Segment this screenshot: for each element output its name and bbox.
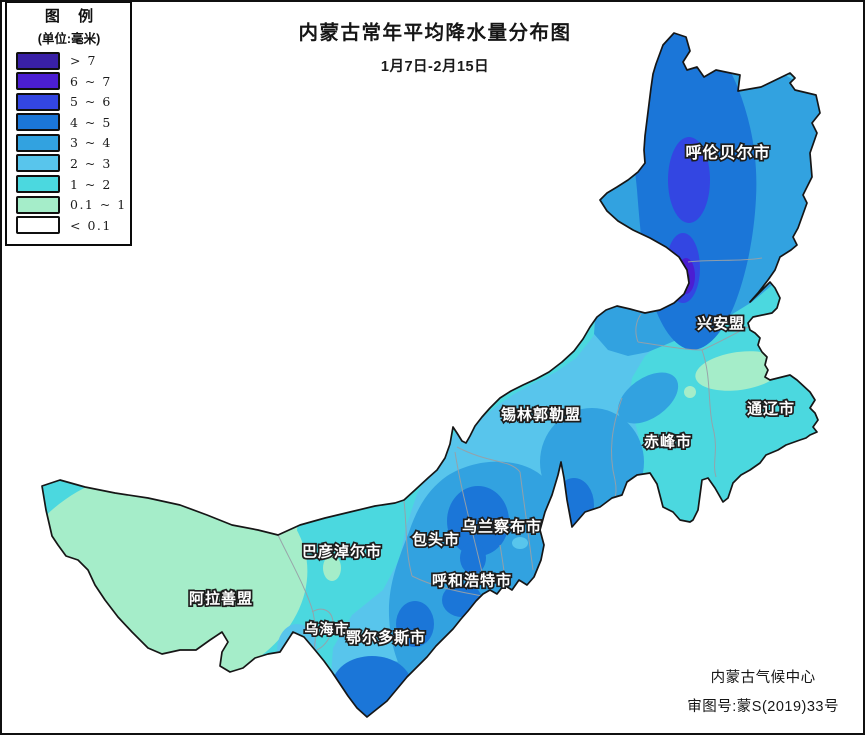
map-label-7: 巴彦淖尔市 bbox=[302, 542, 382, 560]
map-label-0: 呼伦贝尔市 bbox=[685, 143, 770, 162]
legend-label-4: 3 ~ 4 bbox=[70, 135, 112, 151]
legend-swatch-2 bbox=[16, 92, 60, 111]
zone-hulunbuir-5-6mm-a bbox=[668, 137, 710, 223]
legend-label-6: 1 ~ 2 bbox=[70, 176, 112, 192]
legend-label-1: 6 ~ 7 bbox=[70, 73, 112, 89]
legend-rows: > 7 6 ~ 7 5 ~ 6 4 ~ 5 3 ~ 4 2 ~ 3 1 ~ 2 0.1 ~ 1… bbox=[12, 51, 127, 235]
legend-row-8: < 0.1 bbox=[16, 216, 126, 235]
legend-swatch-1 bbox=[16, 72, 60, 91]
legend-swatch-8 bbox=[16, 216, 60, 235]
map-label-11: 鄂尔多斯市 bbox=[346, 628, 426, 646]
legend-box: 图 例 (单位:毫米) > 7 6 ~ 7 5 ~ 6 4 ~ 5 3 ~ 4 2 ~ 3… bbox=[5, 1, 132, 246]
legend-row-2: 5 ~ 6 bbox=[16, 92, 126, 111]
legend-swatch-6 bbox=[16, 175, 60, 194]
map-label-9: 阿拉善盟 bbox=[189, 589, 253, 607]
legend-row-4: 3 ~ 4 bbox=[16, 133, 126, 152]
zone-chifeng-spot-0.1-1mm bbox=[684, 386, 696, 398]
legend-row-7: 0.1 ~ 1 bbox=[16, 195, 127, 214]
map-label-8: 呼和浩特市 bbox=[432, 571, 512, 589]
region-outline bbox=[41, 32, 821, 718]
map-label-10: 乌海市 bbox=[305, 621, 350, 637]
legend-row-3: 4 ~ 5 bbox=[16, 113, 126, 132]
zone-bayannur-spot-0.1-1mm bbox=[323, 555, 341, 581]
legend-unit: (单位:毫米) bbox=[37, 32, 101, 46]
legend-swatch-5 bbox=[16, 154, 60, 173]
attribution-approval-number: 审图号:蒙S(2019)33号 bbox=[687, 698, 839, 715]
legend-row-0: > 7 bbox=[16, 51, 126, 70]
legend-label-8: < 0.1 bbox=[70, 217, 112, 233]
legend-label-7: 0.1 ~ 1 bbox=[70, 197, 127, 213]
legend-label-0: > 7 bbox=[70, 53, 97, 68]
map-label-6: 包头市 bbox=[412, 530, 460, 548]
zone-xilingol-ne-3-4mm bbox=[617, 372, 679, 424]
legend-label-3: 4 ~ 5 bbox=[70, 114, 112, 130]
zone-hulunbuir-5-6mm-b bbox=[666, 233, 700, 303]
map-label-2: 锡林郭勒盟 bbox=[501, 405, 581, 423]
map-subtitle: 1月7日-2月15日 bbox=[380, 59, 490, 75]
title-block: 内蒙古常年平均降水量分布图 1月7日-2月15日 bbox=[130, 16, 740, 76]
zone-central-south-3-4mm bbox=[388, 461, 559, 705]
attribution-agency: 内蒙古气候中心 bbox=[710, 670, 816, 687]
legend-label-2: 5 ~ 6 bbox=[70, 94, 112, 110]
map-label-4: 赤峰市 bbox=[644, 432, 692, 450]
zone-ulanqab-4-5mm bbox=[447, 486, 509, 556]
zone-ulanqab-window-2-3mm bbox=[512, 537, 528, 549]
legend-swatch-0 bbox=[16, 51, 60, 70]
legend-row-6: 1 ~ 2 bbox=[16, 175, 126, 194]
legend-title: 图 例 bbox=[44, 8, 101, 25]
map-label-5: 乌兰察布市 bbox=[462, 517, 542, 535]
zone-ulanqab-south-4-5mm bbox=[460, 542, 486, 574]
legend-row-5: 2 ~ 3 bbox=[16, 154, 126, 173]
attribution: 内蒙古气候中心 审图号:蒙S(2019)33号 bbox=[687, 664, 839, 721]
map-label-1: 兴安盟 bbox=[697, 314, 745, 332]
legend-swatch-3 bbox=[16, 113, 60, 132]
legend-row-1: 6 ~ 7 bbox=[16, 72, 126, 91]
map-title: 内蒙古常年平均降水量分布图 bbox=[298, 22, 572, 44]
legend-swatch-4 bbox=[16, 133, 60, 152]
legend-swatch-7 bbox=[16, 195, 60, 214]
zone-tongliao-0.1-1mm bbox=[695, 351, 783, 391]
map-label-3: 通辽市 bbox=[747, 399, 795, 417]
zone-ordos-4-5mm-a bbox=[396, 601, 434, 647]
legend-label-5: 2 ~ 3 bbox=[70, 155, 112, 171]
